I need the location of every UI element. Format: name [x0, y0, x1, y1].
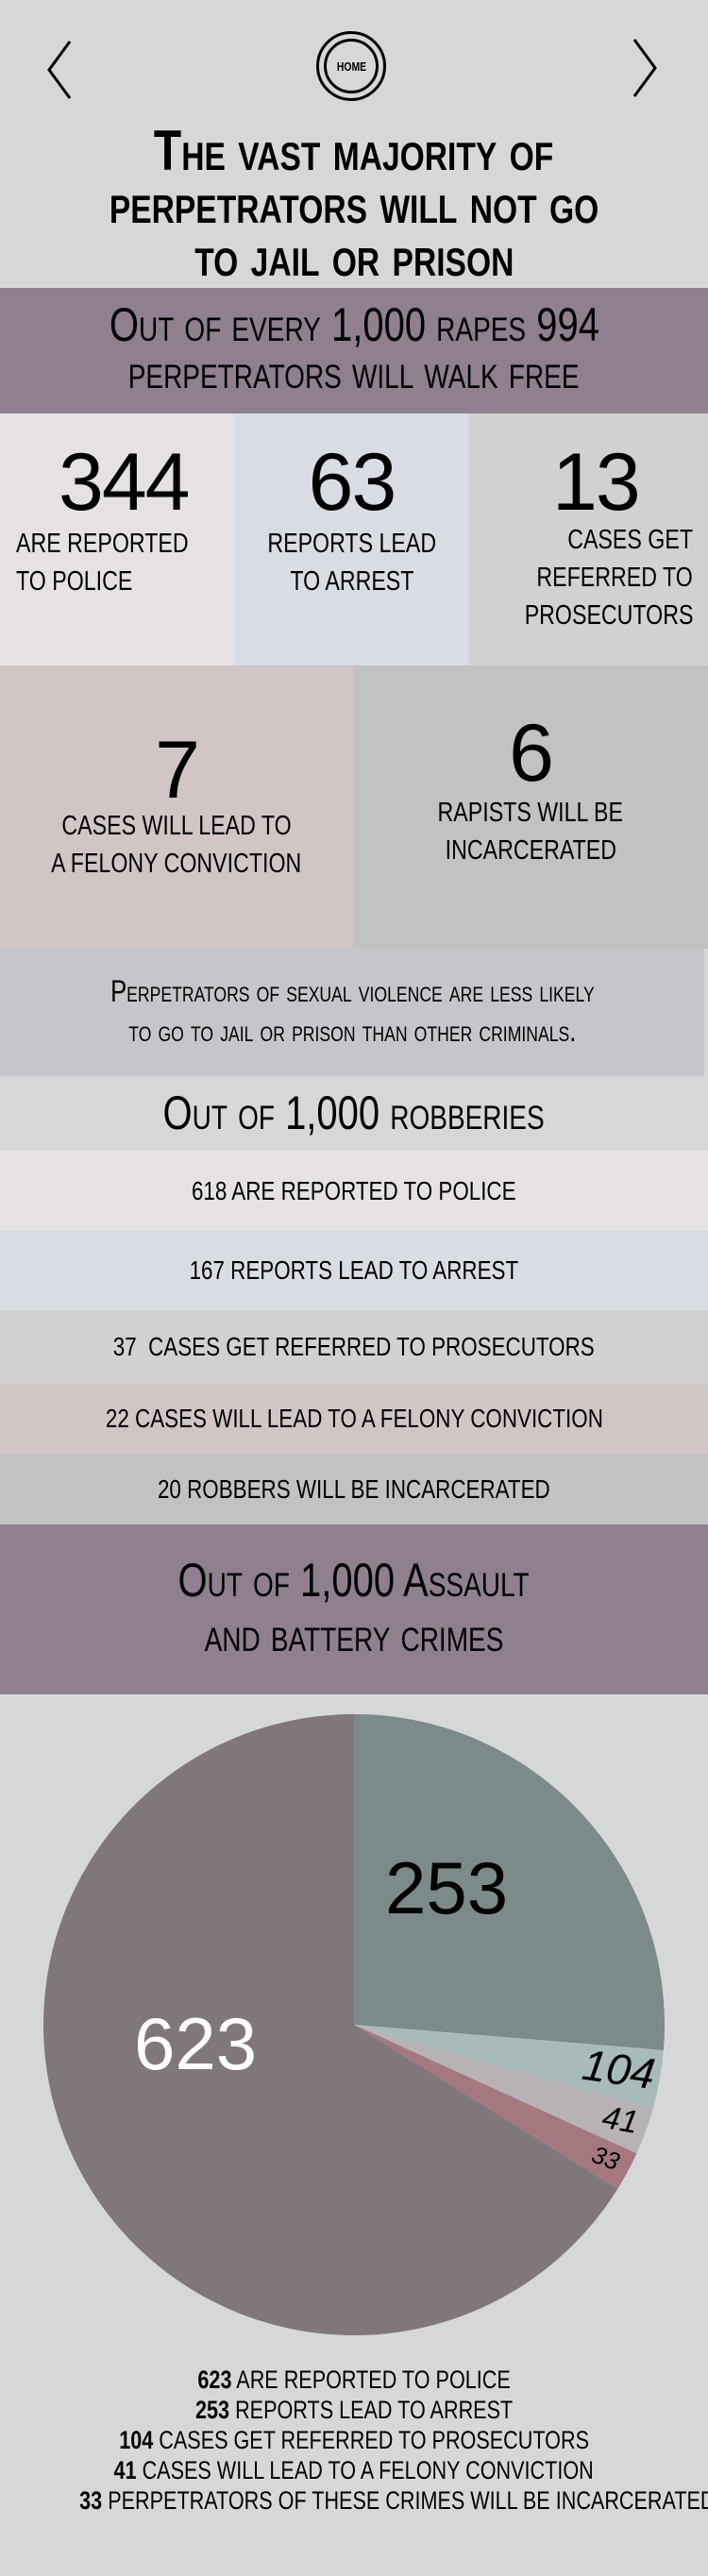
stat-tile-prosecutors: 13 cases get referred to prosecutors	[469, 413, 708, 665]
stat-label: rapists will be	[437, 798, 624, 828]
stat-label: are reported	[16, 529, 189, 559]
robbery-row-text: 37 cases get referred to prosecutors	[113, 1332, 595, 1361]
stat-label: referred to	[536, 563, 693, 593]
pie-legend: 623 are reported to police 253 reports l…	[0, 2365, 708, 2516]
robbery-heading: Out of 1,000 robberies	[0, 1084, 708, 1142]
assault-pie-chart	[42, 1714, 665, 2335]
header-line: perpetrators will walk free	[128, 345, 580, 398]
legend-text: reports lead to arrest	[234, 2396, 514, 2424]
stat-tile-incarcerated: 6 rapists will be incarcerated	[353, 665, 708, 949]
note-line: to go to jail or prison than other crimi…	[127, 1014, 577, 1048]
stat-value: 63	[308, 437, 397, 528]
stat-tile-reported: 344 are reported to police	[0, 413, 234, 665]
legend-text: cases get referred to prosecutors	[159, 2426, 589, 2454]
title-line: perpetrators will not go	[109, 172, 599, 235]
stat-value: 344	[59, 437, 190, 528]
legend-value: 104	[119, 2426, 154, 2454]
robbery-row: 618 are reported to police	[0, 1151, 708, 1231]
assault-header: Out of 1,000 Assault and battery crimes	[0, 1524, 708, 1694]
stat-label: to police	[16, 566, 133, 597]
robbery-row: 20 robbers will be incarcerated	[0, 1454, 708, 1524]
legend-text: are reported to police	[236, 2366, 511, 2394]
comparison-note: Perpetrators of sexual violence are less…	[0, 949, 704, 1076]
header-line: Out of every 1,000 rapes 994	[109, 298, 599, 351]
pie-label-253: 253	[385, 1846, 509, 1929]
stat-label: prosecutors	[524, 600, 693, 631]
legend-value: 623	[197, 2366, 232, 2394]
robbery-heading-text: Out of 1,000 robberies	[162, 1086, 546, 1139]
robbery-row: 22 cases will lead to a felony convictio…	[0, 1384, 708, 1454]
pie-slice-41	[354, 2025, 653, 2154]
title-line: The vast majority of	[154, 119, 554, 182]
stat-label: cases get	[567, 525, 693, 555]
chevron-left-icon[interactable]	[42, 38, 79, 102]
stat-value: 6	[509, 708, 554, 799]
note-line: Perpetrators of sexual violence are less…	[110, 974, 595, 1008]
stat-value: 7	[155, 725, 200, 816]
title-line: to jail or prison	[194, 225, 514, 288]
stat-label: to arrest	[289, 566, 414, 597]
page-title: The vast majority of perpetrators will n…	[0, 119, 708, 288]
legend-text: cases will lead to a felony conviction	[142, 2456, 595, 2484]
legend-value: 253	[194, 2396, 229, 2424]
legend-value: 33	[79, 2486, 103, 2515]
robbery-row-text: 20 robbers will be incarcerated	[158, 1473, 550, 1504]
header-line: and battery crimes	[204, 1608, 504, 1661]
rape-header: Out of every 1,000 rapes 994 perpetrator…	[0, 288, 708, 413]
pie-slice-33	[354, 2025, 637, 2189]
stat-label: reports lead	[267, 529, 436, 559]
pie-slice-253	[354, 1714, 665, 2050]
pie-slice-104	[354, 2025, 664, 2110]
robbery-row: 37 cases get referred to prosecutors	[0, 1310, 708, 1384]
stat-label: incarcerated	[445, 835, 616, 866]
robbery-row-text: 22 cases will lead to a felony convictio…	[105, 1404, 603, 1433]
pie-label-41: 41	[599, 2099, 641, 2142]
pie-label-104: 104	[579, 2039, 658, 2099]
legend-value: 41	[113, 2456, 137, 2484]
home-label: HOME	[336, 59, 366, 74]
header-line: Out of 1,000 Assault	[177, 1554, 531, 1607]
chevron-right-icon[interactable]	[627, 36, 665, 100]
robbery-row-text: 618 are reported to police	[192, 1175, 516, 1205]
stat-label: a felony conviction	[51, 849, 302, 879]
home-button[interactable]: HOME	[316, 31, 386, 101]
robbery-row: 167 reports lead to arrest	[0, 1231, 708, 1310]
stat-tile-arrest: 63 reports lead to arrest	[234, 413, 469, 665]
robbery-row-text: 167 reports lead to arrest	[189, 1255, 519, 1285]
legend-text: perpetrators of these crimes will be inc…	[108, 2486, 708, 2515]
pie-slice-623	[42, 1714, 618, 2335]
stat-tile-conviction: 7 cases will lead to a felony conviction	[0, 665, 353, 949]
stat-label: cases will lead to	[61, 811, 292, 841]
pie-label-623: 623	[134, 2002, 258, 2085]
stat-value: 13	[552, 437, 641, 528]
